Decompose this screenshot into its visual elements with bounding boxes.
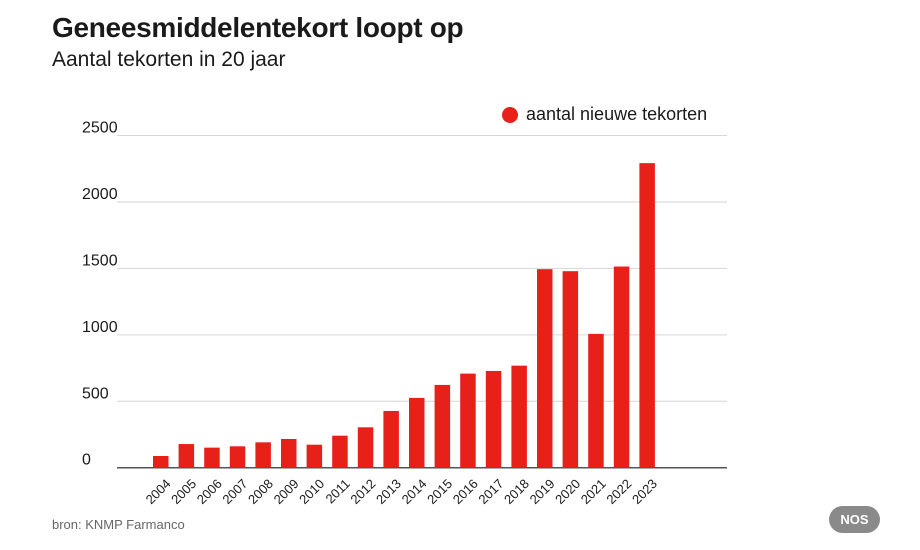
x-tick-label: 2021 [578,476,609,507]
bar [229,446,246,468]
x-tick-label: 2014 [399,476,430,507]
bar [383,410,399,468]
bar [178,444,195,468]
legend-label: aantal nieuwe tekorten [526,104,708,124]
chart-title: Geneesmiddelentekort loopt op [52,12,464,43]
x-tick-label: 2023 [629,476,660,507]
x-tick-label: 2006 [194,476,225,507]
y-tick-label: 1000 [82,319,118,336]
y-tick-label: 0 [82,452,91,469]
y-tick-label: 2000 [82,186,118,203]
x-tick-label: 2011 [322,476,352,506]
nos-logo: NOS [829,506,880,533]
x-tick-label: 2007 [219,476,250,507]
chart-subtitle: Aantal tekorten in 20 jaar [52,48,286,71]
bar [639,163,655,468]
x-tick-label: 2015 [424,476,455,507]
x-tick-label: 2004 [143,476,174,507]
bar [409,397,425,468]
bar [562,271,579,468]
x-tick-label: 2020 [552,476,583,507]
bar [613,266,630,468]
bar [485,370,502,468]
x-tick-label: 2018 [501,476,532,507]
bar [460,373,476,468]
legend-dot-icon [502,106,518,123]
bar [306,444,323,468]
source-note: bron: KNMP Farmanco [52,517,185,532]
legend: aantal nieuwe tekorten [502,104,707,125]
x-tick-label: 2005 [168,476,199,507]
y-tick-label: 1500 [82,252,118,269]
y-tick-label: 500 [82,385,109,402]
x-tick-label: 2019 [527,476,558,507]
bar [588,333,604,468]
x-tick-label: 2008 [245,476,276,507]
y-tick-label: 2500 [82,120,118,137]
bar [204,447,220,468]
bar [434,384,451,468]
bar [537,269,553,468]
bar [332,435,348,468]
bar [153,456,169,468]
x-tick-label: 2009 [271,476,302,507]
x-tick-label: 2012 [347,476,378,507]
x-tick-label: 2010 [296,476,327,507]
x-tick-label: 2013 [373,476,404,507]
bar [281,438,297,468]
x-tick-label: 2022 [603,476,634,507]
bar [357,427,374,468]
bar [511,365,527,468]
x-tick-label: 2016 [450,476,481,507]
bar [255,442,271,468]
x-tick-label: 2017 [475,476,506,507]
